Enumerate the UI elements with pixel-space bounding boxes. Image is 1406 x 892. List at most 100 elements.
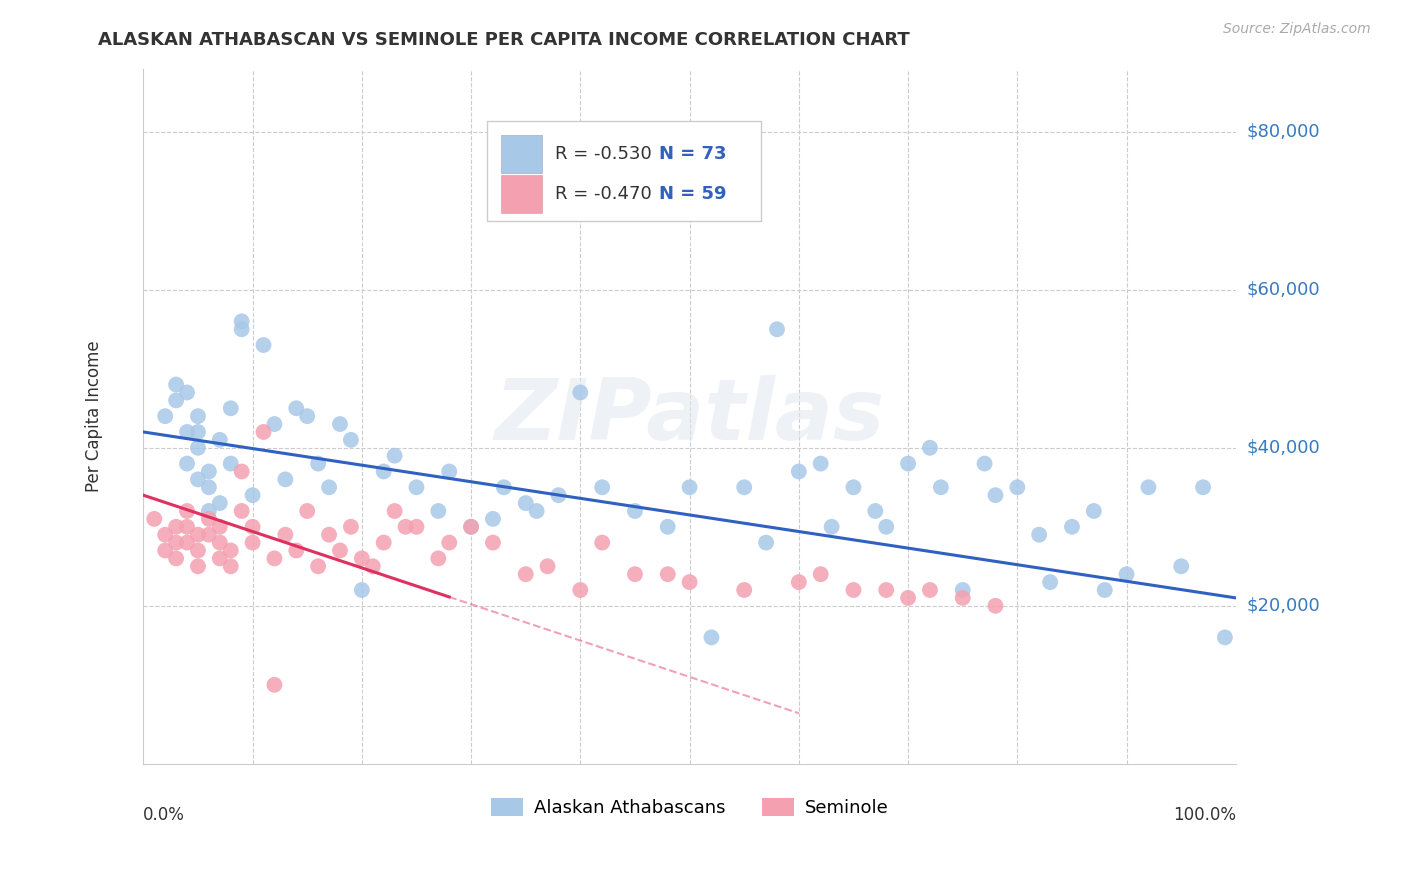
Point: [176, 385, 198, 400]
Point: [427, 551, 450, 566]
Point: [1083, 504, 1105, 518]
Point: [242, 488, 264, 502]
Point: [285, 401, 308, 416]
Point: [865, 504, 887, 518]
Point: [657, 567, 679, 582]
Point: [842, 582, 865, 597]
Point: [198, 504, 221, 518]
Point: [242, 520, 264, 534]
Text: Source: ZipAtlas.com: Source: ZipAtlas.com: [1223, 22, 1371, 37]
Point: [460, 520, 482, 534]
Point: [187, 543, 209, 558]
Point: [208, 535, 231, 549]
Point: [187, 559, 209, 574]
Point: [373, 535, 395, 549]
Point: [198, 480, 221, 494]
Point: [460, 520, 482, 534]
Text: R = -0.530: R = -0.530: [555, 145, 652, 162]
Point: [176, 425, 198, 439]
Point: [952, 591, 974, 605]
Point: [427, 504, 450, 518]
Point: [295, 504, 318, 518]
Point: [482, 512, 505, 526]
Point: [678, 575, 700, 590]
Point: [733, 582, 755, 597]
Point: [263, 417, 285, 431]
Point: [165, 520, 187, 534]
Point: [569, 582, 592, 597]
Point: [231, 465, 253, 479]
FancyBboxPatch shape: [488, 120, 761, 221]
Point: [208, 520, 231, 534]
Point: [198, 512, 221, 526]
Point: [329, 417, 352, 431]
Point: [787, 465, 810, 479]
Point: [176, 457, 198, 471]
Point: [984, 488, 1007, 502]
Point: [1170, 559, 1192, 574]
Point: [263, 678, 285, 692]
Point: [318, 480, 340, 494]
Point: [918, 441, 941, 455]
Text: $20,000: $20,000: [1247, 597, 1320, 615]
Point: [657, 520, 679, 534]
Point: [515, 496, 537, 510]
Point: [361, 559, 384, 574]
Point: [231, 322, 253, 336]
Point: [405, 520, 427, 534]
Point: [329, 543, 352, 558]
Text: 100.0%: 100.0%: [1173, 805, 1236, 823]
Point: [219, 457, 242, 471]
Point: [384, 504, 406, 518]
Point: [536, 559, 558, 574]
Point: [307, 559, 329, 574]
Point: [187, 441, 209, 455]
Point: [1094, 582, 1116, 597]
Text: $80,000: $80,000: [1247, 123, 1320, 141]
Point: [187, 527, 209, 541]
Text: R = -0.470: R = -0.470: [555, 185, 652, 203]
Point: [350, 551, 373, 566]
Point: [187, 425, 209, 439]
Point: [176, 504, 198, 518]
Point: [952, 582, 974, 597]
Point: [165, 393, 187, 408]
Point: [285, 543, 308, 558]
Point: [231, 504, 253, 518]
Text: N = 73: N = 73: [659, 145, 727, 162]
Point: [482, 535, 505, 549]
Point: [1115, 567, 1137, 582]
Text: Per Capita Income: Per Capita Income: [86, 341, 103, 492]
Point: [624, 504, 647, 518]
Point: [274, 527, 297, 541]
Text: ALASKAN ATHABASCAN VS SEMINOLE PER CAPITA INCOME CORRELATION CHART: ALASKAN ATHABASCAN VS SEMINOLE PER CAPIT…: [98, 31, 910, 49]
Point: [591, 535, 613, 549]
Point: [820, 520, 842, 534]
Point: [842, 480, 865, 494]
FancyBboxPatch shape: [501, 175, 543, 213]
Point: [439, 535, 461, 549]
Text: 0.0%: 0.0%: [143, 805, 186, 823]
Point: [373, 465, 395, 479]
Point: [165, 377, 187, 392]
Point: [263, 551, 285, 566]
Text: $60,000: $60,000: [1247, 281, 1320, 299]
Point: [165, 535, 187, 549]
Point: [766, 322, 789, 336]
Point: [219, 401, 242, 416]
Text: ZIPatlas: ZIPatlas: [495, 375, 884, 458]
Point: [318, 527, 340, 541]
Text: N = 59: N = 59: [659, 185, 727, 203]
Point: [198, 465, 221, 479]
Point: [198, 527, 221, 541]
Point: [439, 465, 461, 479]
Point: [176, 520, 198, 534]
Point: [591, 480, 613, 494]
Point: [700, 631, 723, 645]
Point: [1213, 631, 1236, 645]
Point: [1039, 575, 1062, 590]
Point: [187, 409, 209, 424]
Point: [1137, 480, 1160, 494]
Point: [569, 385, 592, 400]
Point: [624, 567, 647, 582]
